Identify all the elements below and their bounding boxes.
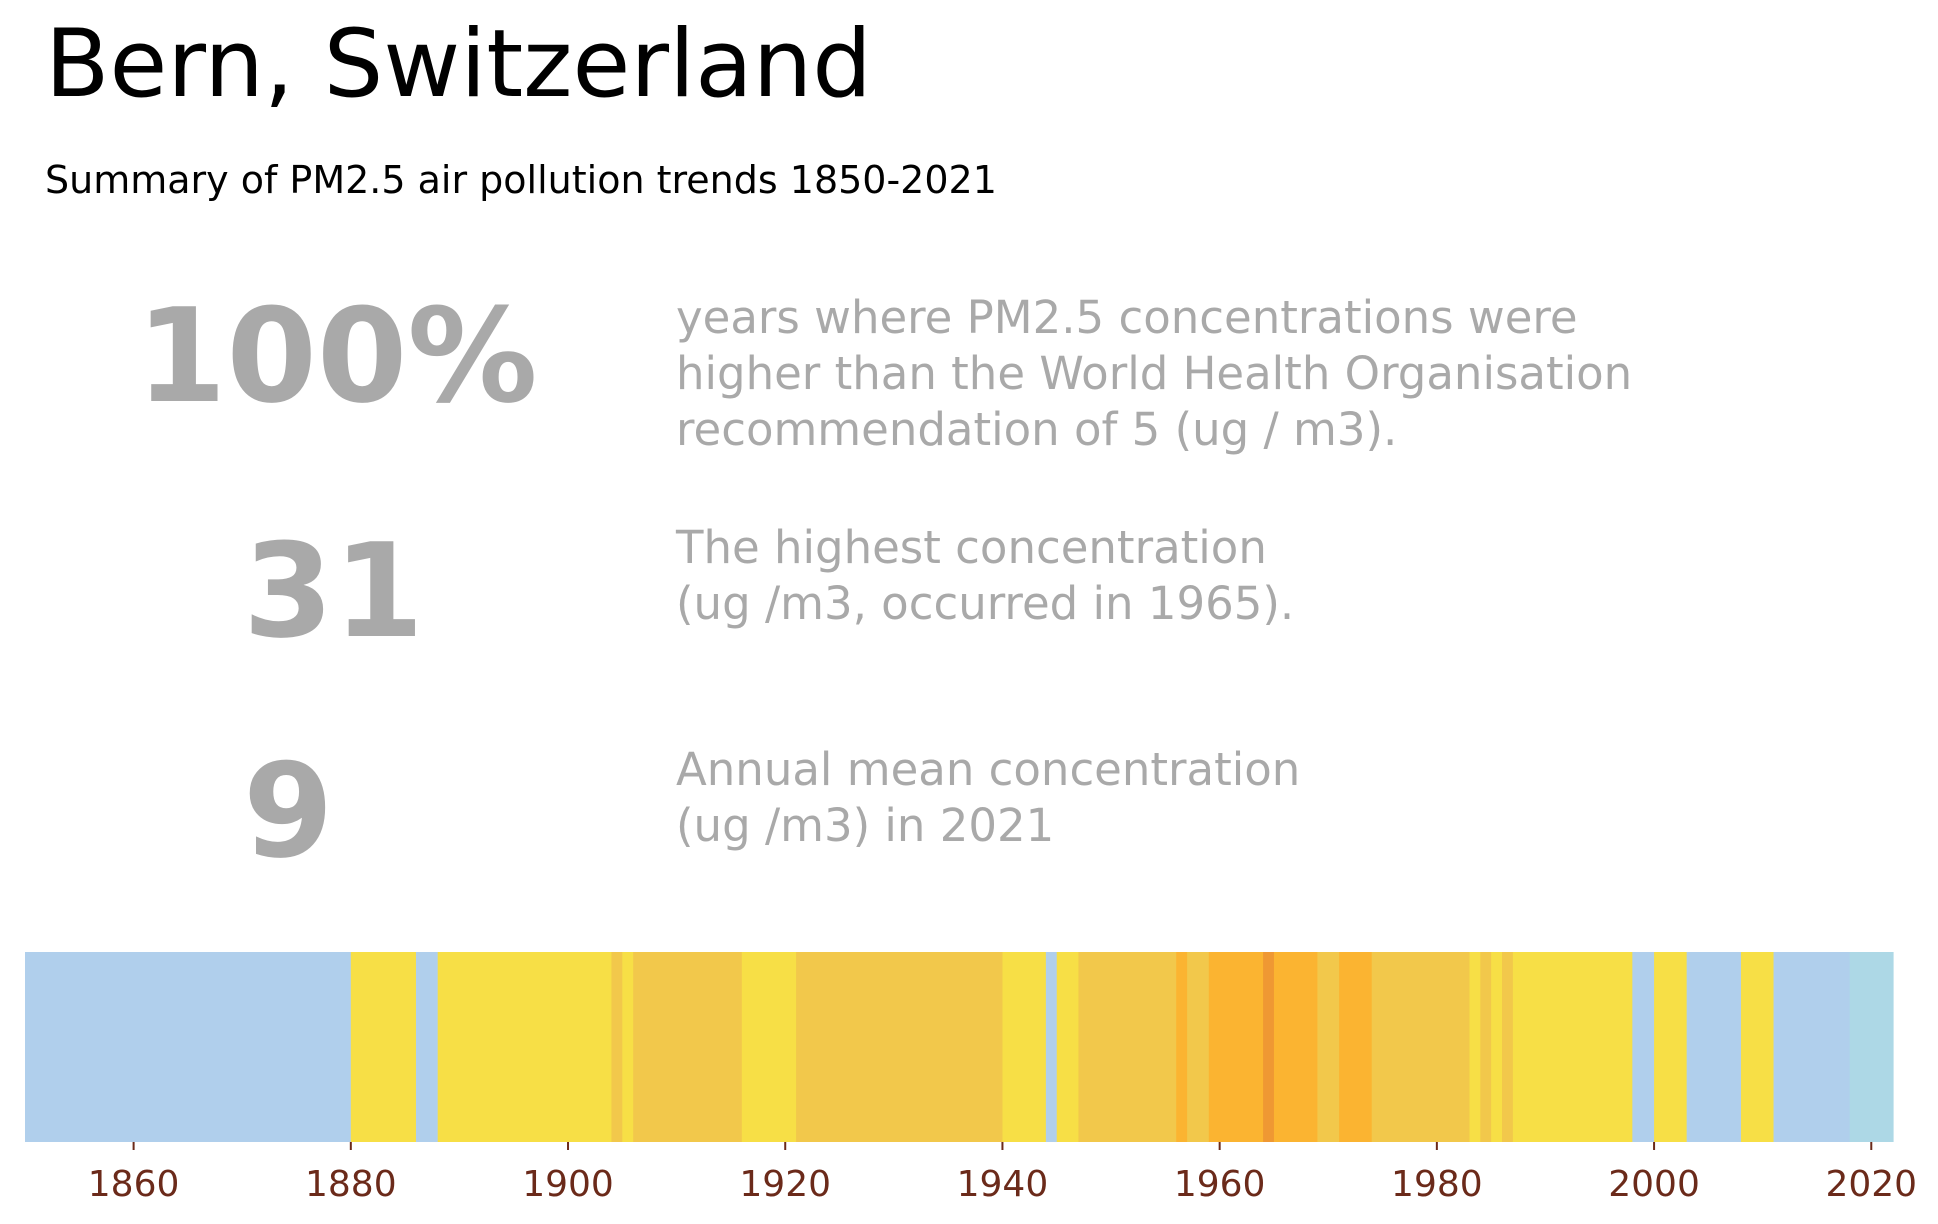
stripe-1985-1986 bbox=[1491, 952, 1503, 1142]
stripe-1974-1983 bbox=[1371, 952, 1471, 1142]
stripe-1947-1956 bbox=[1078, 952, 1177, 1142]
stripe-1969-1971 bbox=[1317, 952, 1340, 1142]
x-tick-label-2020: 2020 bbox=[1825, 1164, 1917, 1205]
x-tick-label-1980: 1980 bbox=[1391, 1164, 1483, 1205]
x-tick-label-1860: 1860 bbox=[88, 1164, 180, 1205]
x-tick-label-1940: 1940 bbox=[957, 1164, 1049, 1205]
stripe-1944-1945 bbox=[1045, 952, 1058, 1142]
stat-description-highest-concentration: The highest concentration (ug /m3, occur… bbox=[676, 521, 1295, 630]
x-tick-label-1920: 1920 bbox=[739, 1164, 831, 1205]
x-tick-label-1880: 1880 bbox=[305, 1164, 397, 1205]
page-title: Bern, Switzerland bbox=[45, 10, 872, 119]
page-subtitle: Summary of PM2.5 air pollution trends 18… bbox=[45, 158, 997, 202]
stripe-1916-1921 bbox=[741, 952, 797, 1142]
stripe-1964-1965 bbox=[1263, 952, 1275, 1142]
stripe-1886-1888 bbox=[415, 952, 439, 1142]
stripe-1965-1969 bbox=[1273, 952, 1318, 1142]
stripe-1904-1905 bbox=[611, 952, 623, 1142]
stat-value-highest-concentration: 31 bbox=[243, 515, 424, 667]
stripe-1957-1959 bbox=[1187, 952, 1210, 1142]
stripe-1987-1998 bbox=[1512, 952, 1633, 1142]
stat-value-annual-mean: 9 bbox=[243, 735, 334, 887]
stripe-1906-1916 bbox=[633, 952, 743, 1142]
stripe-group bbox=[25, 952, 1894, 1142]
stripe-1983-1984 bbox=[1469, 952, 1481, 1142]
stripe-1945-1947 bbox=[1056, 952, 1080, 1142]
stripe-2003-2008 bbox=[1686, 952, 1742, 1142]
x-tick-label-1900: 1900 bbox=[522, 1164, 614, 1205]
stripe-2008-2011 bbox=[1740, 952, 1775, 1142]
stripe-1986-1987 bbox=[1502, 952, 1514, 1142]
stat-value-percent-above-who: 100% bbox=[136, 280, 538, 432]
stripe-1921-1940 bbox=[796, 952, 1004, 1142]
stripe-1956-1957 bbox=[1176, 952, 1188, 1142]
stripe-1959-1964 bbox=[1208, 952, 1264, 1142]
stat-description-annual-mean: Annual mean concentration (ug /m3) in 20… bbox=[676, 743, 1301, 852]
stat-description-percent-above-who: years where PM2.5 concentrations were hi… bbox=[676, 291, 1633, 456]
stripe-2018-2022 bbox=[1849, 952, 1894, 1142]
x-axis: 1860 1880 1900 1920 1940 1960 1980 2000 2020 bbox=[88, 1142, 1917, 1205]
stripe-2000-2003 bbox=[1654, 952, 1688, 1142]
stripe-1888-1904 bbox=[437, 952, 613, 1142]
stripe-1850-1880 bbox=[25, 952, 352, 1142]
x-tick-label-2000: 2000 bbox=[1608, 1164, 1700, 1205]
stripe-1880-1886 bbox=[350, 952, 417, 1142]
stripe-1971-1974 bbox=[1339, 952, 1373, 1142]
stripe-2011-2018 bbox=[1773, 952, 1851, 1142]
x-tick-label-1960: 1960 bbox=[1174, 1164, 1266, 1205]
stripe-1905-1906 bbox=[622, 952, 634, 1142]
stripe-1998-2000 bbox=[1632, 952, 1655, 1142]
stripe-1940-1944 bbox=[1002, 952, 1047, 1142]
stripe-1984-1985 bbox=[1480, 952, 1492, 1142]
